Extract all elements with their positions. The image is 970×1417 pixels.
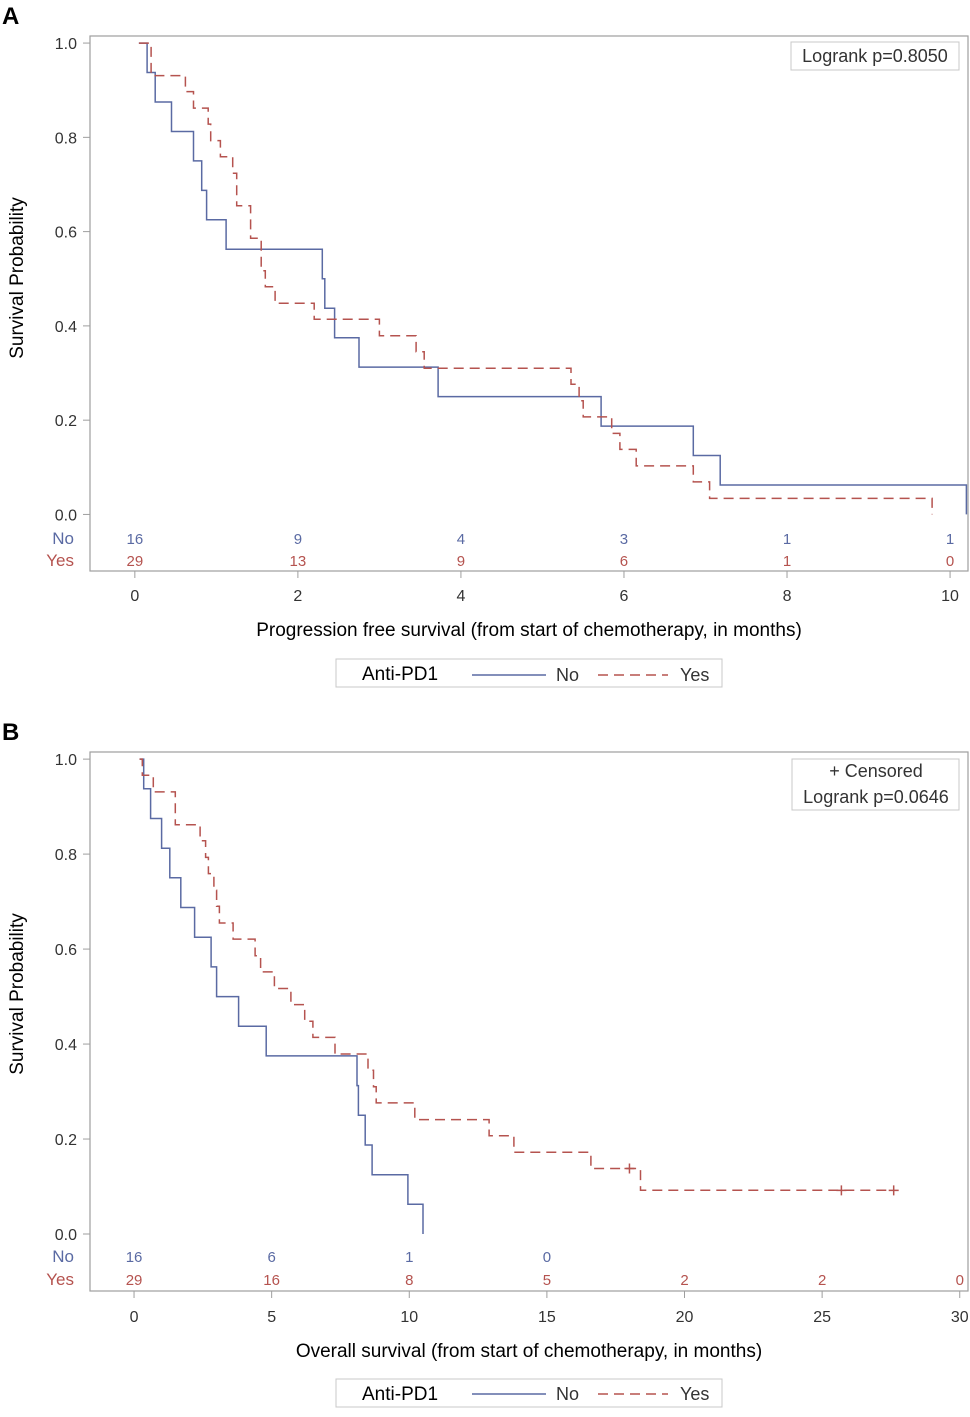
at-risk-yes-value: 29 xyxy=(126,1272,143,1289)
at-risk-yes-value: 13 xyxy=(290,553,307,570)
at-risk-yes-value: 0 xyxy=(956,1272,964,1289)
legend-label-yes-a: Yes xyxy=(680,665,709,685)
at-risk-yes-value: 16 xyxy=(263,1272,280,1289)
censor-mark xyxy=(836,1185,847,1196)
y-tick-label: 0.0 xyxy=(55,507,77,524)
legend-title-a: Anti-PD1 xyxy=(362,664,438,685)
legend-frame-b xyxy=(335,1378,723,1408)
logrank-text-a: Logrank p=0.8050 xyxy=(802,46,948,66)
survival-curve-no-b xyxy=(139,758,424,1234)
at-risk-no-value: 0 xyxy=(543,1249,551,1266)
legend-a: Anti-PD1 No Yes xyxy=(335,658,723,688)
censor-mark xyxy=(624,1163,635,1174)
at-risk-label-yes-b: Yes xyxy=(46,1270,74,1289)
stats-box-a: Logrank p=0.8050 xyxy=(790,41,960,71)
legend-b: Anti-PD1 No Yes xyxy=(335,1378,723,1408)
at-risk-no-value: 16 xyxy=(126,531,143,548)
x-tick-label: 6 xyxy=(620,588,629,605)
at-risk-yes-value: 6 xyxy=(620,553,628,570)
axis-ticks-a: 0.00.20.40.60.81.00 2 4 6 8 10 xyxy=(55,36,959,605)
x-tick-label: 0 xyxy=(130,1309,139,1326)
at-risk-table-b: No Yes 16 6 1 0 29 16 8 5 2 2 0 xyxy=(46,1247,964,1289)
at-risk-label-yes-a: Yes xyxy=(46,551,74,570)
at-risk-yes-value: 2 xyxy=(818,1272,826,1289)
logrank-text-b: Logrank p=0.0646 xyxy=(803,787,949,807)
stats-box-frame-b xyxy=(791,758,960,811)
legend-label-no-a: No xyxy=(556,665,579,685)
x-tick-label: 10 xyxy=(941,588,959,605)
survival-curves-a xyxy=(138,42,968,515)
y-tick-label: 0.8 xyxy=(55,130,77,147)
at-risk-no-value: 3 xyxy=(620,531,628,548)
panel-label-b: B xyxy=(2,719,19,746)
at-risk-yes-value: 1 xyxy=(783,553,791,570)
at-risk-yes-value: 9 xyxy=(457,553,465,570)
legend-label-yes-b: Yes xyxy=(680,1384,709,1404)
at-risk-no-value: 1 xyxy=(946,531,954,548)
censor-mark xyxy=(888,1185,899,1196)
at-risk-no-value: 4 xyxy=(457,531,465,548)
x-tick-label: 15 xyxy=(538,1309,556,1326)
x-axis-title-a: Progression free survival (from start of… xyxy=(256,620,802,641)
at-risk-label-no-b: No xyxy=(52,1247,74,1266)
x-tick-label: 30 xyxy=(951,1309,969,1326)
panel-label-a: A xyxy=(2,3,19,30)
at-risk-no-value: 9 xyxy=(294,531,302,548)
panel-b: B Survival Probability Overall survival … xyxy=(2,719,969,1408)
at-risk-table-a: No Yes 16 9 4 3 1 1 29 13 9 6 1 0 xyxy=(46,529,954,570)
at-risk-no-value: 1 xyxy=(783,531,791,548)
y-axis-title-b: Survival Probability xyxy=(7,913,28,1075)
x-tick-label: 20 xyxy=(676,1309,694,1326)
y-tick-label: 0.4 xyxy=(55,319,77,336)
survival-curves-b xyxy=(139,758,899,1234)
stats-box-frame-a xyxy=(790,41,960,71)
x-axis-title-b: Overall survival (from start of chemothe… xyxy=(296,1341,762,1362)
y-tick-label: 0.2 xyxy=(55,1132,77,1149)
x-tick-label: 25 xyxy=(813,1309,831,1326)
censored-legend-text-b: + Censored xyxy=(829,761,923,781)
survival-curve-yes-a xyxy=(138,42,933,515)
at-risk-yes-value: 0 xyxy=(946,553,954,570)
y-tick-label: 1.0 xyxy=(55,36,77,53)
y-tick-label: 1.0 xyxy=(55,752,77,769)
at-risk-yes-value: 8 xyxy=(405,1272,413,1289)
y-tick-label: 0.2 xyxy=(55,413,77,430)
legend-label-no-b: No xyxy=(556,1384,579,1404)
legend-frame-a xyxy=(335,658,723,688)
y-tick-label: 0.8 xyxy=(55,847,77,864)
y-axis-title-a: Survival Probability xyxy=(7,197,28,359)
x-tick-label: 4 xyxy=(456,588,465,605)
x-tick-label: 8 xyxy=(783,588,792,605)
plot-frame-b xyxy=(89,751,969,1292)
at-risk-label-no-a: No xyxy=(52,529,74,548)
survival-curve-yes-b xyxy=(139,758,891,1192)
legend-title-b: Anti-PD1 xyxy=(362,1384,438,1405)
stats-box-b: + Censored Logrank p=0.0646 xyxy=(791,758,960,811)
x-tick-label: 2 xyxy=(293,588,302,605)
survival-curve-no-a xyxy=(138,42,968,515)
plot-frame-a xyxy=(89,35,969,572)
y-tick-label: 0.0 xyxy=(55,1227,77,1244)
at-risk-yes-value: 5 xyxy=(543,1272,551,1289)
panel-a: A Survival Probability Progression free … xyxy=(2,3,969,688)
x-tick-label: 5 xyxy=(267,1309,276,1326)
y-tick-label: 0.6 xyxy=(55,225,77,242)
y-tick-label: 0.6 xyxy=(55,942,77,959)
at-risk-yes-value: 2 xyxy=(680,1272,688,1289)
at-risk-yes-value: 29 xyxy=(126,553,143,570)
at-risk-no-value: 1 xyxy=(405,1249,413,1266)
x-tick-label: 0 xyxy=(130,588,139,605)
at-risk-no-value: 16 xyxy=(126,1249,143,1266)
axis-ticks-b: 0.00.20.40.60.81.00 5 10 15 20 25 30 xyxy=(55,752,969,1326)
x-tick-label: 10 xyxy=(400,1309,418,1326)
at-risk-no-value: 6 xyxy=(267,1249,275,1266)
y-tick-label: 0.4 xyxy=(55,1037,77,1054)
